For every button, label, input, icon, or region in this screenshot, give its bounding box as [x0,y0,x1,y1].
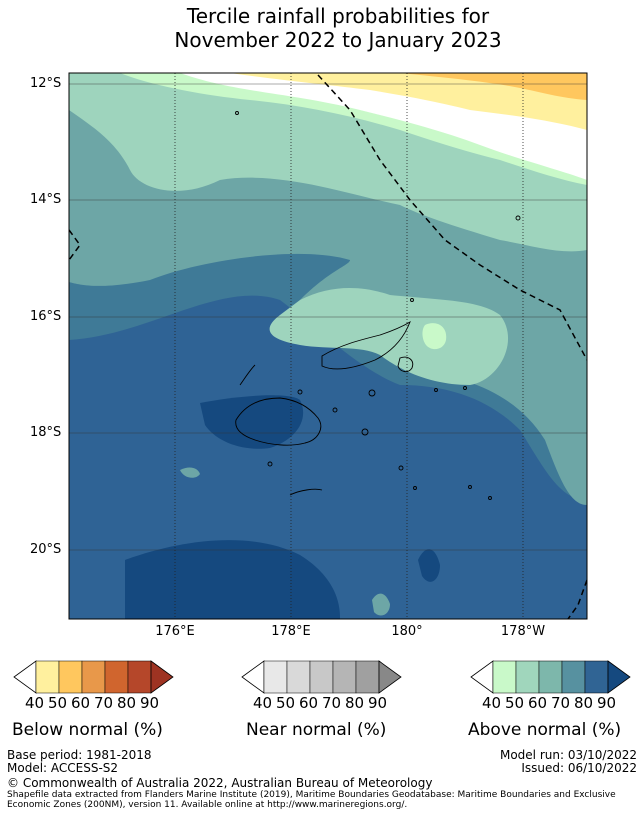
colorbar-segment [309,660,334,694]
above-normal-title: Above normal (%) [468,720,622,740]
model-name: Model: ACCESS-S2 [7,761,119,775]
colorbar-segment [332,660,357,694]
colorbar-segment [538,660,563,694]
colorbar-tick-label: 80 [345,694,365,712]
lat-tick-label: 14°S [30,192,62,207]
colorbar-tick-label: 80 [574,694,594,712]
colorbar-segment [127,660,152,694]
model-run: Model run: 03/10/2022 [499,748,637,762]
below-normal-title: Below normal (%) [12,720,163,740]
colorbar-segment [561,660,586,694]
probability-shading [69,73,587,619]
shapefile-credit-line2: Economic Zones (200NM), version 11. Avai… [7,800,408,810]
lat-tick-label: 12°S [30,76,62,91]
lat-tick-label: 16°S [30,309,62,324]
map-frame [68,72,588,620]
colorbar-segment [35,660,60,694]
above-normal-colorbar [470,660,631,694]
lat-tick-label: 20°S [30,542,62,557]
colorbar-tick-label: 90 [140,694,160,712]
colorbar-extend-high [150,660,174,694]
below-normal-colorbar [13,660,174,694]
colorbar-tick-label: 70 [94,694,114,712]
near-normal-colorbar [241,660,402,694]
colorbar-segment [492,660,517,694]
colorbar-tick-label: 40 [482,694,502,712]
shapefile-credit-line1: Shapefile data extracted from Flanders M… [7,790,616,800]
colorbar-segment [584,660,609,694]
colorbar-tick-label: 60 [528,694,548,712]
colorbar-tick-label: 50 [505,694,525,712]
grid-lines [69,83,587,551]
colorbar-tick-label: 90 [368,694,388,712]
colorbar-extend-high [607,660,631,694]
colorbar-tick-label: 70 [551,694,571,712]
map-title-line1: Tercile rainfall probabilities for [186,4,490,28]
fiji-islands [235,111,521,500]
lon-tick-label: 180° [391,624,423,639]
meridian-lines [174,73,524,619]
colorbar-extend-low [13,660,37,694]
colorbar-tick-label: 40 [25,694,45,712]
lon-tick-label: 178°E [271,624,311,639]
colorbar-extend-high [378,660,402,694]
colorbar-tick-label: 50 [48,694,68,712]
lat-tick-label: 18°S [30,425,62,440]
colorbar-segment [355,660,380,694]
colorbar-segment [81,660,106,694]
colorbar-tick-label: 70 [322,694,342,712]
colorbar-segment [263,660,288,694]
colorbar-segment [286,660,311,694]
colorbar-tick-label: 60 [299,694,319,712]
colorbar-tick-label: 90 [597,694,617,712]
colorbar-tick-label: 50 [276,694,296,712]
map-title-line2: November 2022 to January 2023 [174,28,502,52]
lon-tick-label: 176°E [155,624,195,639]
issued-date: Issued: 06/10/2022 [521,761,637,775]
colorbar-tick-label: 60 [71,694,91,712]
near-normal-title: Near normal (%) [246,720,387,740]
lon-tick-label: 178°W [500,624,546,639]
colorbar-tick-label: 80 [117,694,137,712]
colorbar-segment [58,660,83,694]
colorbar-extend-low [241,660,265,694]
base-period: Base period: 1981-2018 [7,748,152,762]
colorbar-extend-low [470,660,494,694]
colorbar-tick-label: 40 [253,694,273,712]
colorbar-segment [104,660,129,694]
copyright-notice: © Commonwealth of Australia 2022, Austra… [7,776,433,790]
eez-boundary [69,74,587,619]
colorbar-segment [515,660,540,694]
